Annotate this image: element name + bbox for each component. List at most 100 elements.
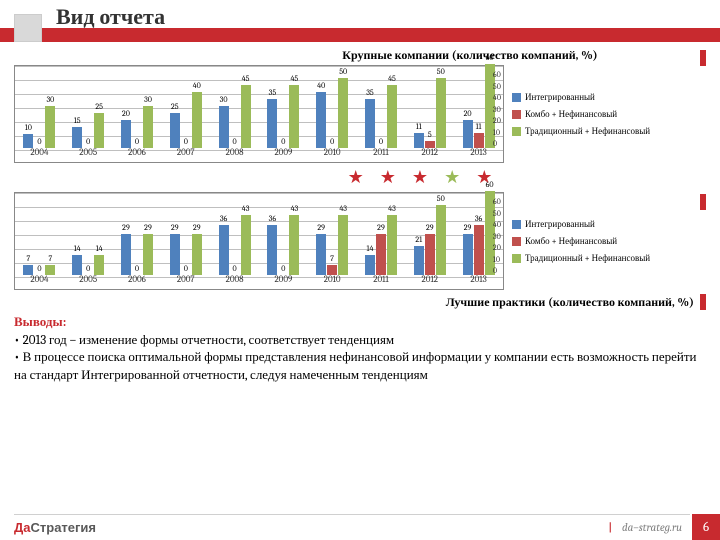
bar-value-label: 20 bbox=[122, 109, 130, 118]
star-icon: ★ bbox=[412, 167, 428, 188]
bp-title-text: Лучшие практики (количество компаний, %) bbox=[446, 295, 694, 309]
bar-value-label: 11 bbox=[416, 122, 422, 131]
legend-swatch-icon bbox=[512, 93, 521, 102]
bar: 29 bbox=[170, 234, 180, 275]
bar-value-label: 29 bbox=[171, 223, 179, 232]
x-tick: 2011 bbox=[360, 148, 402, 162]
bar: 45 bbox=[387, 85, 397, 148]
x-tick: 2007 bbox=[165, 148, 207, 162]
legend-item: Комбо + Нефинансовый bbox=[512, 109, 706, 120]
bar-value-label: 11 bbox=[476, 122, 482, 131]
bar: 20 bbox=[121, 120, 131, 148]
bar: 29 bbox=[376, 234, 386, 275]
bar-value-label: 0 bbox=[233, 264, 237, 273]
x-tick: 2010 bbox=[311, 148, 353, 162]
bar-value-label: 7 bbox=[27, 254, 31, 263]
bar: 50 bbox=[436, 205, 446, 275]
legend-label: Комбо + Нефинансовый bbox=[525, 109, 617, 120]
x-tick: 2008 bbox=[214, 275, 256, 289]
bar-value-label: 0 bbox=[37, 264, 41, 273]
bar: 43 bbox=[387, 215, 397, 275]
bar-value-label: 40 bbox=[193, 81, 201, 90]
bar: 21 bbox=[414, 246, 424, 275]
bar-value-label: 45 bbox=[242, 74, 250, 83]
x-tick: 2013 bbox=[458, 148, 500, 162]
x-tick: 2004 bbox=[18, 275, 60, 289]
bar-value-label: 30 bbox=[220, 95, 228, 104]
bar: 11 bbox=[474, 133, 484, 148]
star-row: ★★★★★ bbox=[134, 167, 706, 188]
bar: 40 bbox=[316, 92, 326, 148]
bar-value-label: 7 bbox=[330, 254, 334, 263]
bar: 36 bbox=[267, 225, 277, 275]
bar-value-label: 0 bbox=[379, 137, 383, 146]
chart1-title: Крупные компании (количество компаний, %… bbox=[234, 48, 706, 63]
bar-group: 21 2950 bbox=[409, 193, 451, 275]
bar-group: 707 bbox=[18, 193, 60, 275]
bar-value-label: 25 bbox=[95, 102, 103, 111]
bar-value-label: 50 bbox=[339, 67, 347, 76]
bar-value-label: 45 bbox=[291, 74, 299, 83]
conclusion-item: 2013 год – изменение формы отчетности, с… bbox=[14, 332, 706, 350]
legend-swatch-icon bbox=[512, 237, 521, 246]
conclusions-block: Лучшие практики (количество компаний, %)… bbox=[14, 294, 706, 384]
conclusions-list: 2013 год – изменение формы отчетности, с… bbox=[14, 332, 706, 385]
slide-footer: ДаСтратегия | da–strateg.ru 6 bbox=[0, 514, 720, 540]
bar-value-label: 35 bbox=[366, 88, 374, 97]
bar-value-label: 60 bbox=[486, 180, 494, 189]
bar-value-label: 0 bbox=[86, 264, 90, 273]
bar-value-label: 43 bbox=[339, 204, 347, 213]
bar-value-label: 36 bbox=[269, 214, 276, 223]
bar-value-label: 45 bbox=[388, 74, 396, 83]
footer-divider bbox=[14, 514, 690, 515]
bar-value-label: 29 bbox=[464, 223, 472, 232]
chart2-legend: ИнтегрированныйКомбо + НефинансовыйТради… bbox=[504, 192, 706, 290]
bar-value-label: 30 bbox=[144, 95, 152, 104]
bar-value-label: 60 bbox=[486, 53, 494, 62]
accent-bar-icon bbox=[700, 50, 706, 66]
bar: 29 bbox=[143, 234, 153, 275]
legend-item: Интегрированный bbox=[512, 92, 706, 103]
bar-group: 40050 bbox=[311, 66, 353, 148]
legend-label: Комбо + Нефинансовый bbox=[525, 236, 617, 247]
bar-value-label: 40 bbox=[317, 81, 325, 90]
legend-swatch-icon bbox=[512, 254, 521, 263]
bar-group: 29743 bbox=[311, 193, 353, 275]
x-tick: 2010 bbox=[311, 275, 353, 289]
logo-part-a: Да bbox=[14, 520, 31, 535]
chart-best-practices: 0102030405060707140142902929029360433604… bbox=[14, 192, 706, 290]
bar: 25 bbox=[94, 113, 104, 148]
bar: 7 bbox=[23, 265, 33, 275]
x-tick: 2006 bbox=[116, 148, 158, 162]
conclusions-heading: Выводы: bbox=[14, 315, 66, 330]
footer-sep-icon: | bbox=[608, 521, 612, 534]
bar-group: 14 0 14 bbox=[67, 193, 109, 275]
bar-value-label: 0 bbox=[135, 137, 139, 146]
bar-value-label: 25 bbox=[171, 102, 179, 111]
bar-value-label: 14 bbox=[74, 244, 81, 253]
bar-group: 35 0 45 bbox=[360, 66, 402, 148]
bar-value-label: 36 bbox=[220, 214, 227, 223]
header-red-bar bbox=[0, 28, 720, 42]
bar-value-label: 29 bbox=[144, 223, 152, 232]
accent-bar-icon bbox=[700, 294, 706, 310]
legend-label: Традиционный + Нефинансовый bbox=[525, 253, 650, 264]
bar-value-label: 20 bbox=[464, 109, 472, 118]
bar: 29 bbox=[121, 234, 131, 275]
bar-value-label: 0 bbox=[233, 137, 237, 146]
legend-label: Традиционный + Нефинансовый bbox=[525, 126, 650, 137]
bar-value-label: 0 bbox=[184, 264, 188, 273]
bar-value-label: 36 bbox=[475, 214, 482, 223]
chart1-area: 0102030405060100301502520030250403004535… bbox=[14, 65, 504, 163]
bar-value-label: 14 bbox=[96, 244, 103, 253]
bar: 10 bbox=[23, 134, 33, 148]
x-tick: 2005 bbox=[67, 275, 109, 289]
bar-value-label: 29 bbox=[377, 223, 385, 232]
bar-value-label: 14 bbox=[367, 244, 374, 253]
legend-swatch-icon bbox=[512, 127, 521, 136]
logo-part-b: Стратегия bbox=[31, 520, 97, 535]
bar-value-label: 0 bbox=[184, 137, 188, 146]
bar: 43 bbox=[241, 215, 251, 275]
bar-value-label: 50 bbox=[437, 67, 445, 76]
bar-value-label: 29 bbox=[426, 223, 434, 232]
